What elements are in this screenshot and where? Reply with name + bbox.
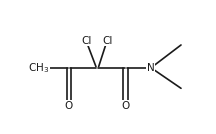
Text: Cl: Cl <box>102 36 113 46</box>
Text: Cl: Cl <box>81 36 92 46</box>
Text: N: N <box>147 63 155 73</box>
Text: CH$_3$: CH$_3$ <box>28 61 49 75</box>
Text: O: O <box>65 101 73 111</box>
Text: O: O <box>122 101 130 111</box>
